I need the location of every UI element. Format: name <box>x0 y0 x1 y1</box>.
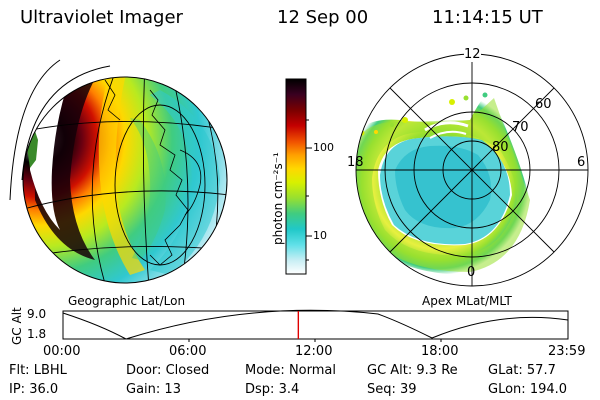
footer-gc-alt: GC Alt: 9.3 Re <box>367 363 458 378</box>
footer-door: Door: Closed <box>126 363 210 378</box>
time-tick-1800: 18:00 <box>421 344 459 359</box>
footer-glat: GLat: 57.7 <box>488 363 556 378</box>
door-value: Closed <box>165 363 210 378</box>
colorbar-unit-label: photon cm⁻²s⁻¹ <box>271 152 285 245</box>
gc-alt-value: 9.3 Re <box>416 363 458 378</box>
gc-alt-axis-label: GC Alt <box>10 307 24 345</box>
lat-label-60: 60 <box>535 97 552 112</box>
colorbar <box>285 78 312 275</box>
time-tick-2359: 23:59 <box>548 344 586 359</box>
polar-grid <box>355 53 589 287</box>
gain-value: 13 <box>164 382 181 397</box>
footer-gain: Gain: 13 <box>126 382 181 397</box>
footer-ip: IP: 36.0 <box>9 382 59 397</box>
time-tick-1200: 12:00 <box>295 344 333 359</box>
lat-label-70: 70 <box>512 120 529 135</box>
time-label: 11:14:15 UT <box>432 7 543 28</box>
ip-value: 36.0 <box>29 382 59 397</box>
polar-image <box>355 53 589 287</box>
date-label: 12 Sep 00 <box>277 7 369 28</box>
footer-flt: Flt: LBHL <box>9 363 67 378</box>
mlt-label-0: 0 <box>467 265 476 280</box>
time-tick-0600: 06:00 <box>169 344 207 359</box>
lat-label-80: 80 <box>492 140 509 155</box>
apex-panel-label: Apex MLat/MLT <box>422 294 512 308</box>
dsp-value: 3.4 <box>278 382 300 397</box>
time-tick-0000: 00:00 <box>43 344 81 359</box>
footer-dsp: Dsp: 3.4 <box>245 382 300 397</box>
alt-tick-9: 9.0 <box>27 307 47 321</box>
instrument-title: Ultraviolet Imager <box>20 7 183 28</box>
coastline <box>104 79 202 266</box>
geographic-image <box>9 59 228 284</box>
mlt-label-6: 6 <box>577 155 586 170</box>
footer-seq: Seq: 39 <box>367 382 417 397</box>
altitude-strip <box>62 309 569 342</box>
footer-glon: GLon: 194.0 <box>488 382 568 397</box>
mlt-label-18: 18 <box>347 155 364 170</box>
flt-value: LBHL <box>33 363 67 378</box>
seq-value: 39 <box>400 382 417 397</box>
mlt-label-12: 12 <box>464 47 481 62</box>
colorbar-tick-100: 100 <box>313 141 334 154</box>
footer-mode: Mode: Normal <box>245 363 336 378</box>
alt-tick-1-8: 1.8 <box>27 327 47 341</box>
glat-value: 57.7 <box>526 363 556 378</box>
glon-value: 194.0 <box>529 382 568 397</box>
mode-value: Normal <box>288 363 336 378</box>
colorbar-tick-10: 10 <box>313 229 327 242</box>
geographic-panel-label: Geographic Lat/Lon <box>68 294 186 308</box>
